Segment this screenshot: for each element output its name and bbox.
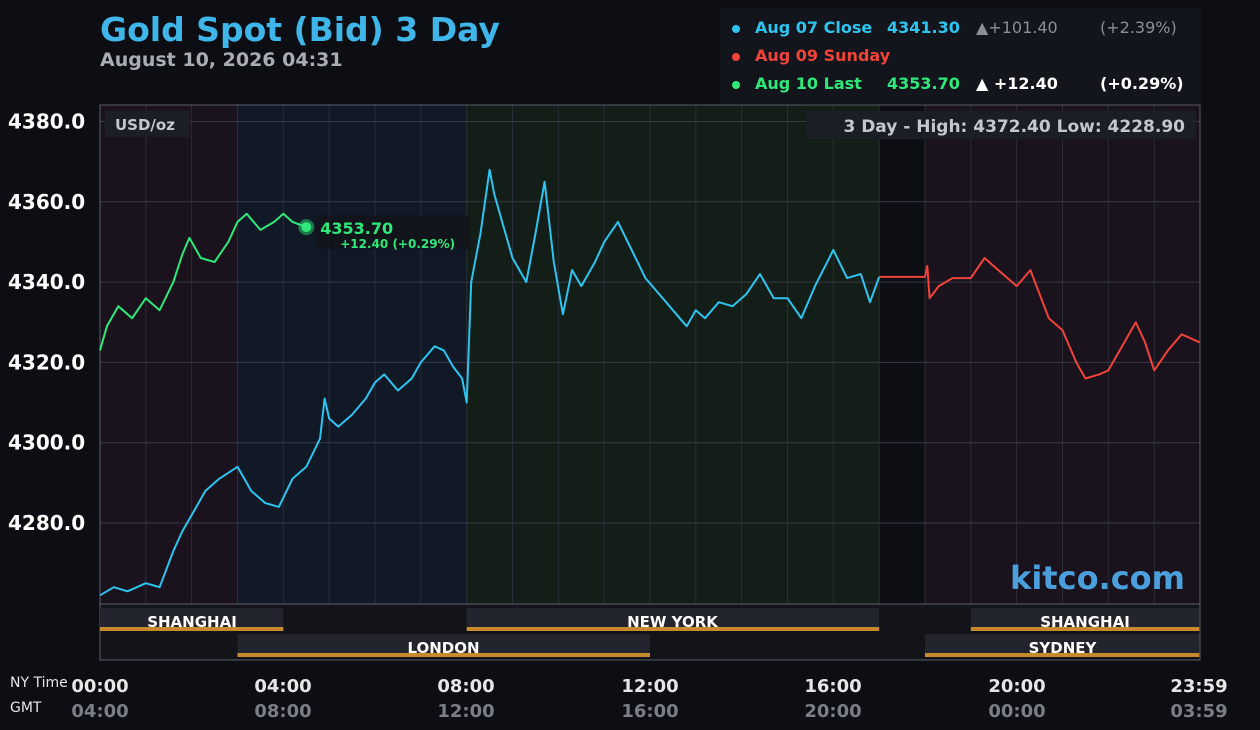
gmt-time-tick: 20:00 xyxy=(804,701,862,722)
chart-subtitle: August 10, 2026 04:31 xyxy=(100,49,343,71)
series-line-aug07 xyxy=(99,168,881,597)
series-line-aug10 xyxy=(99,212,307,351)
legend-change: ▲+101.40 xyxy=(976,18,1058,37)
gmt-time-tick: 08:00 xyxy=(254,701,312,722)
session-label-london: LONDON xyxy=(407,639,480,657)
ny-time-tick: 20:00 xyxy=(988,676,1046,697)
session-bar-top xyxy=(100,627,284,631)
y-tick-label: 4380.0 xyxy=(8,110,85,134)
legend-panel: Aug 07 Close 4341.30 ▲+101.40 (+2.39%) A… xyxy=(720,8,1201,104)
legend-label: Aug 10 Last xyxy=(755,74,862,93)
session-bg-shanghai xyxy=(100,105,238,604)
gmt-label: GMT xyxy=(10,700,42,716)
session-bg-new-york xyxy=(466,105,880,604)
legend-dot-icon xyxy=(732,25,740,33)
unit-label-bg xyxy=(105,111,190,137)
range-label-bg xyxy=(806,111,1196,139)
y-tick-label: 4340.0 xyxy=(8,270,85,294)
gmt-time-tick: 00:00 xyxy=(988,701,1046,722)
gmt-time-tick: 16:00 xyxy=(621,701,679,722)
legend-dot-icon xyxy=(732,81,740,89)
chart-title: Gold Spot (Bid) 3 Day xyxy=(100,10,500,49)
ny-time-tick: 16:00 xyxy=(804,676,862,697)
last-change-label: +12.40 (+0.29%) xyxy=(340,237,455,251)
session-label-new-york: NEW YORK xyxy=(627,613,718,631)
y-tick-label: 4280.0 xyxy=(8,511,85,535)
y-tick-label: 4320.0 xyxy=(8,350,85,374)
session-label-shanghai-2: SHANGHAI xyxy=(1040,613,1130,631)
legend-change: ▲ +12.40 xyxy=(976,74,1058,93)
legend-dot-icon xyxy=(732,53,740,61)
y-tick-label: 4360.0 xyxy=(8,190,85,214)
session-box-top xyxy=(100,608,284,630)
y-tick-label: 4300.0 xyxy=(8,431,85,455)
legend-value: 4341.30 xyxy=(887,18,960,37)
session-box-bottom xyxy=(925,634,1200,656)
ny-time-tick: 00:00 xyxy=(71,676,129,697)
ny-time-tick: 23:59 xyxy=(1170,676,1228,697)
last-value-callout-bg xyxy=(316,215,471,250)
session-box-top xyxy=(466,608,880,630)
legend-pct: (+0.29%) xyxy=(1100,74,1184,93)
session-bar-top xyxy=(970,627,1200,631)
legend-pct: (+2.39%) xyxy=(1100,18,1177,37)
session-bar-bottom xyxy=(237,653,650,657)
series-line-aug09 xyxy=(879,257,1200,380)
gmt-time-tick: 12:00 xyxy=(437,701,495,722)
session-bg-london xyxy=(237,105,467,604)
last-value-label: 4353.70 xyxy=(320,219,393,238)
watermark-logo: kitco.com xyxy=(1010,559,1185,597)
ny-time-label: NY Time xyxy=(10,675,68,691)
session-bar-bottom xyxy=(925,653,1200,657)
legend-label: Aug 09 Sunday xyxy=(755,46,891,65)
ny-time-tick: 04:00 xyxy=(254,676,312,697)
unit-label: USD/oz xyxy=(115,116,175,134)
session-bar-top xyxy=(466,627,880,631)
range-label: 3 Day - High: 4372.40 Low: 4228.90 xyxy=(843,117,1185,137)
ny-time-tick: 08:00 xyxy=(437,676,495,697)
last-point-marker xyxy=(301,222,312,233)
session-bg-closed xyxy=(879,105,925,604)
legend-label: Aug 07 Close xyxy=(755,18,873,37)
legend-value: 4353.70 xyxy=(887,74,960,93)
gmt-time-tick: 04:00 xyxy=(71,701,129,722)
session-box-top xyxy=(970,608,1200,630)
session-box-bottom xyxy=(237,634,650,656)
session-label-shanghai: SHANGHAI xyxy=(147,613,237,631)
gmt-time-tick: 03:59 xyxy=(1170,701,1228,722)
session-label-sydney: SYDNEY xyxy=(1028,639,1097,657)
ny-time-tick: 12:00 xyxy=(621,676,679,697)
